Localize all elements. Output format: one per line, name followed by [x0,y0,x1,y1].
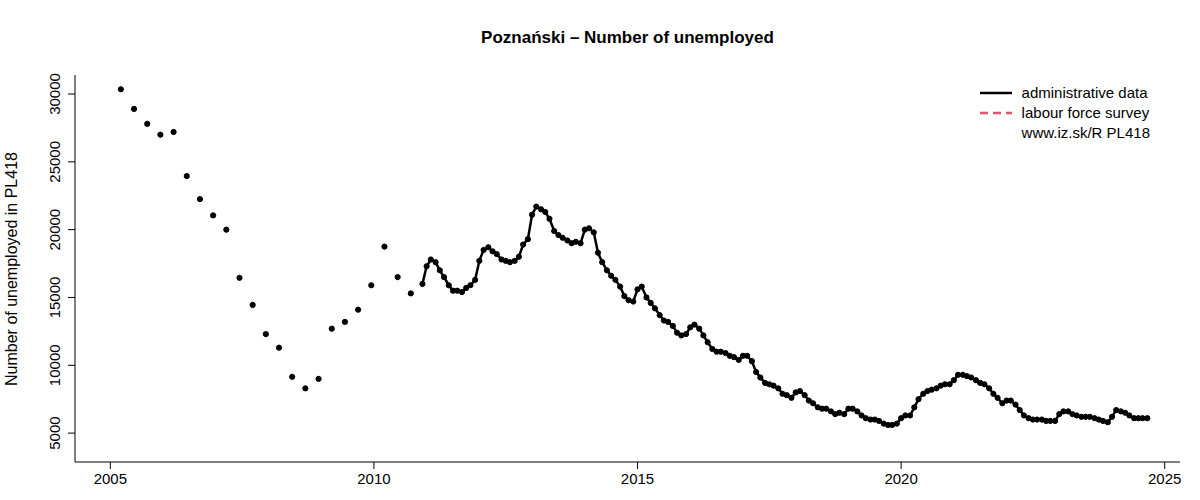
html-text:labour force survey: labour force survey [1021,104,1150,121]
svg-text:5000: 5000 [46,416,63,449]
svg-text:10000: 10000 [46,344,63,386]
svg-text:20000: 20000 [46,209,63,251]
html-text:Poznański – Number of unemploy: Poznański – Number of unemployed [481,28,774,47]
svg-text:30000: 30000 [46,73,63,115]
html-text:Number of unemployed in PL418: Number of unemployed in PL418 [3,151,20,386]
svg-text:2015: 2015 [621,470,654,487]
svg-text:2020: 2020 [884,470,917,487]
svg-text:2010: 2010 [357,470,390,487]
svg-text:2025: 2025 [1148,470,1181,487]
html-text:www.iz.sk/R PL418: www.iz.sk/R PL418 [1021,124,1150,141]
svg-text:25000: 25000 [46,141,63,183]
svg-text:2005: 2005 [94,470,127,487]
svg-text:15000: 15000 [46,277,63,319]
html-text:administrative data: administrative data [1021,84,1148,101]
